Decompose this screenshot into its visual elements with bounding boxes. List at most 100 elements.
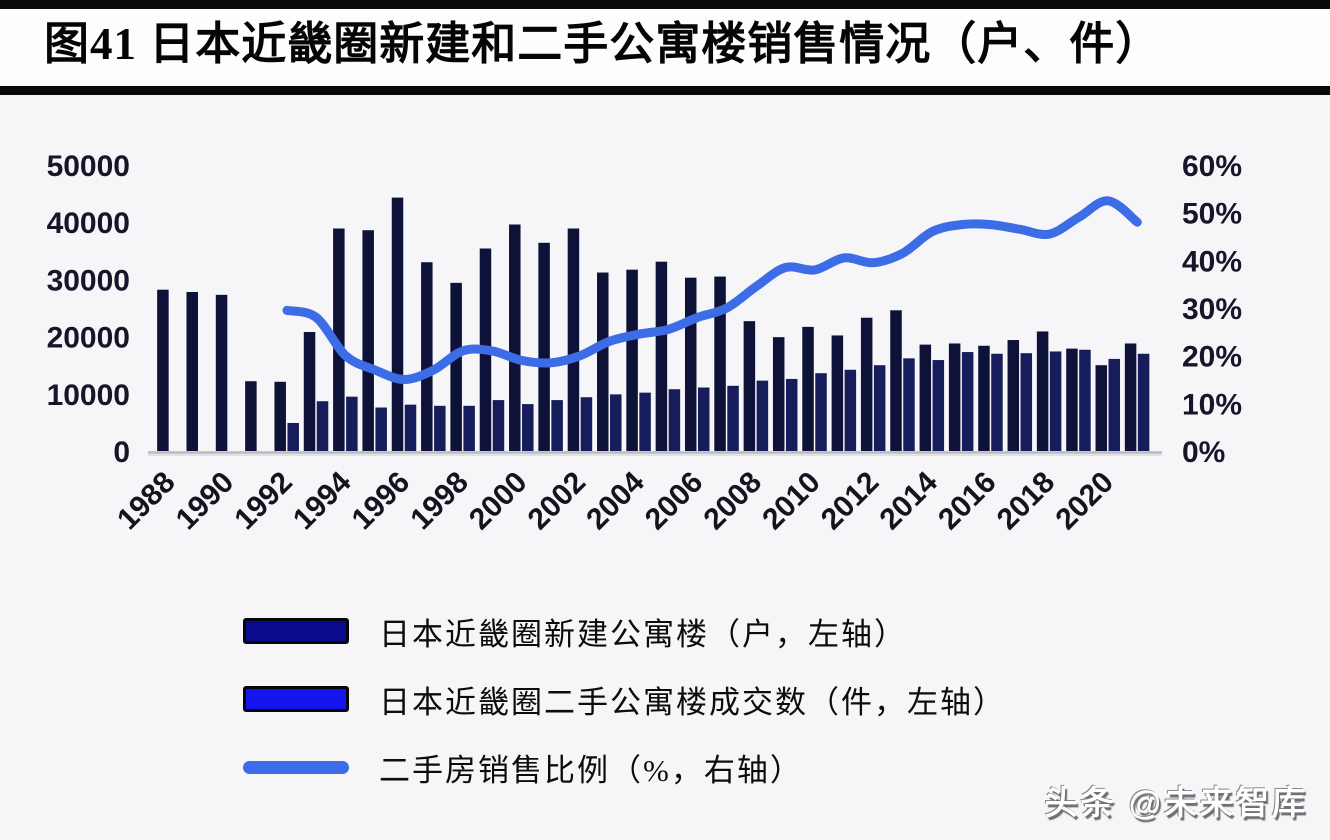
x-axis-tick: 2004 [580,465,651,536]
secondhand-transactions-bar [669,389,681,451]
new-apartments-bar [509,224,521,451]
new-apartments-bar [802,327,814,451]
legend-label-secondhand-ratio: 二手房销售比例（%，右轴） [379,745,803,790]
x-axis-tick: 2010 [756,466,827,537]
x-axis-tick: 1992 [228,466,299,537]
secondhand-transactions-bar [991,354,1003,451]
new-apartments-bar [216,295,228,451]
new-apartments-bar [744,321,756,451]
new-apartments-bar [157,290,169,451]
legend-item-secondhand-ratio: 二手房销售比例（%，右轴） [243,746,1006,788]
y-axis-tick-right: 30% [1182,293,1242,326]
new-apartments-bar [1066,349,1078,451]
new-apartments-bar [421,262,433,451]
new-apartments-bar [773,337,785,451]
secondhand-ratio-line-swatch-icon [243,761,349,774]
secondhand-transactions-bar [463,406,475,451]
y-axis-tick-right: 10% [1182,388,1242,421]
new-apartments-bar [274,382,286,451]
y-axis-tick-right: 20% [1182,341,1242,374]
secondhand-transactions-bar [405,405,417,451]
secondhand-transactions-bar [287,423,299,451]
new-apartments-bar [949,343,961,451]
secondhand-transactions-bar [1079,350,1091,451]
secondhand-transactions-swatch-icon [243,686,349,712]
new-apartments-bar [890,310,902,451]
secondhand-transactions-bar [1109,359,1121,451]
new-apartments-bar [656,262,668,451]
new-apartments-bar [392,198,404,451]
x-axis-tick: 2002 [522,466,593,537]
new-apartments-bar [1037,331,1049,451]
secondhand-transactions-bar [786,379,798,451]
secondhand-transactions-bar [727,386,739,451]
secondhand-transactions-bar [581,397,593,451]
x-axis-tick: 2016 [932,466,1003,537]
y-axis-tick-left: 40000 [47,207,130,240]
secondhand-transactions-bar [933,360,945,451]
y-axis-tick-right: 50% [1182,198,1242,231]
secondhand-transactions-bar [346,397,358,451]
secondhand-transactions-bar [375,408,387,451]
secondhand-transactions-bar [1021,353,1033,451]
new-apartments-bar [304,332,316,451]
legend-item-new-apartments: 日本近畿圈新建公寓楼（户，左轴） [243,610,1006,652]
x-axis-tick: 2000 [463,466,534,537]
secondhand-transactions-bar [903,358,915,451]
y-axis-tick-left: 50000 [47,150,130,183]
y-axis-tick-left: 0 [113,436,130,469]
x-axis-tick: 2008 [698,466,769,537]
new-apartments-bar [450,283,462,451]
secondhand-transactions-bar [493,400,505,451]
x-axis-tick: 1996 [346,466,417,537]
figure-page: 图41 日本近畿圈新建和二手公寓楼销售情况（户、件） 5000040000300… [0,0,1330,840]
secondhand-transactions-bar [610,394,622,451]
y-axis-tick-left: 20000 [47,322,130,355]
new-apartments-bar [714,277,726,451]
secondhand-transactions-bar [317,401,329,451]
x-axis-tick: 2020 [1049,466,1120,537]
x-axis-tick: 2012 [815,466,886,537]
x-axis-tick: 1990 [170,466,241,537]
new-apartments-bar [597,273,609,451]
new-apartments-bar [1008,340,1020,451]
new-apartments-bar [568,228,580,451]
secondhand-transactions-bar [434,406,446,451]
new-apartments-bar [538,243,550,451]
new-apartments-bar [186,292,198,451]
secondhand-transactions-bar [1138,354,1150,451]
new-apartments-bar [362,230,374,451]
secondhand-transactions-bar [874,365,886,451]
new-apartments-bar [1125,343,1137,451]
secondhand-transactions-bar [698,388,710,451]
legend-label-new-apartments: 日本近畿圈新建公寓楼（户，左轴） [379,609,907,654]
x-axis-tick: 1994 [287,465,358,536]
secondhand-transactions-bar [639,393,651,451]
new-apartments-bar [978,346,990,451]
x-axis-tick: 2018 [991,466,1062,537]
chart-legend: 日本近畿圈新建公寓楼（户，左轴） 日本近畿圈二手公寓楼成交数（件，左轴） 二手房… [243,610,1006,788]
secondhand-transactions-bar [1050,351,1062,451]
new-apartments-bar [920,345,932,451]
secondhand-transactions-bar [551,400,563,451]
secondhand-transactions-bar [757,381,769,451]
x-axis-tick: 1988 [111,466,182,537]
new-apartments-bar [626,270,638,451]
y-axis-tick-left: 30000 [47,264,130,297]
secondhand-transactions-bar [815,373,827,451]
new-apartments-bar [832,335,844,451]
new-apartments-bar [245,381,257,451]
y-axis-tick-left: 10000 [47,379,130,412]
new-apartments-bar [685,278,697,451]
secondhand-transactions-bar [845,370,857,451]
y-axis-tick-right: 0% [1182,436,1225,469]
x-axis-tick: 1998 [404,466,475,537]
x-axis-tick: 2006 [639,466,710,537]
secondhand-transactions-bar [522,404,534,451]
new-apartments-bar [861,318,873,451]
new-apartments-bar [1096,365,1108,451]
legend-label-secondhand-transactions: 日本近畿圈二手公寓楼成交数（件，左轴） [379,677,1006,722]
y-axis-tick-right: 40% [1182,245,1242,278]
x-axis-tick: 2014 [873,465,944,536]
y-axis-tick-right: 60% [1182,150,1242,183]
